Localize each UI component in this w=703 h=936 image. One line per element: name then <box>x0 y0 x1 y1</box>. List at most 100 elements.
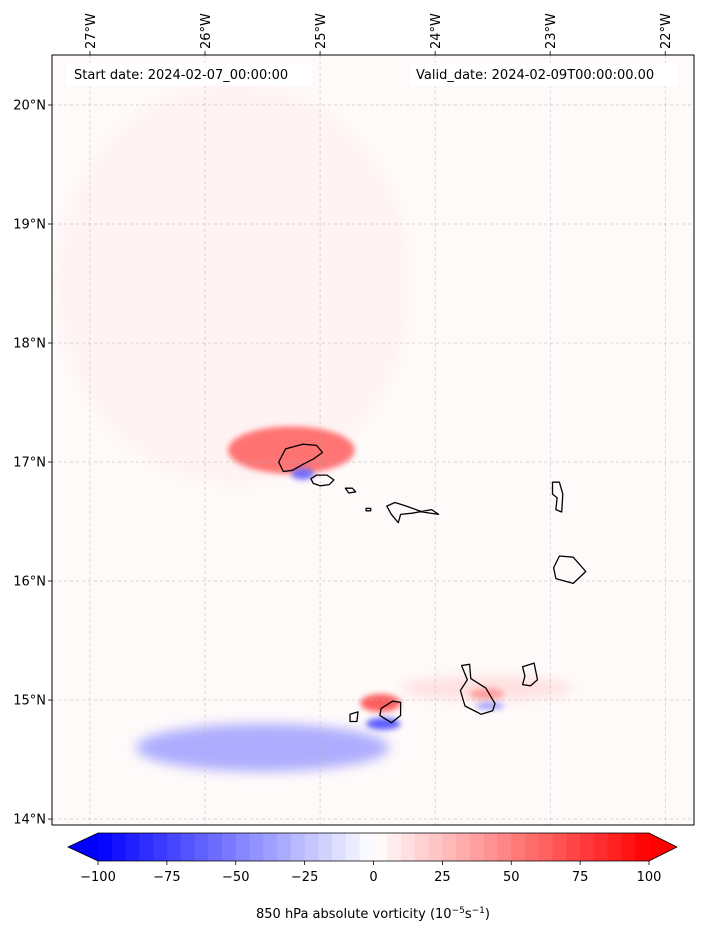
colorbar-tick-label: 0 <box>369 870 377 885</box>
colorbar-tick-label: −25 <box>291 870 318 885</box>
colorbar-segment <box>290 833 306 861</box>
lat-tick-label: 18°N <box>13 337 46 352</box>
header-box-left <box>66 63 312 86</box>
colorbar-tick-label: −100 <box>80 870 116 885</box>
longitude-axis: 27°W 26°W 25°W 24°W 23°W 22°W <box>84 13 674 55</box>
island-outline <box>349 711 359 723</box>
colorbar-segment <box>401 833 416 861</box>
colorbar-segment <box>607 833 622 861</box>
colorbar-segment <box>318 833 333 861</box>
colorbar-segment <box>538 833 553 861</box>
colorbar-segment <box>235 833 250 861</box>
colorbar-segment <box>125 833 140 861</box>
colorbar-segment <box>566 833 581 861</box>
lon-tick-label: 22°W <box>659 13 674 49</box>
lat-tick-label: 14°N <box>13 813 46 828</box>
lon-tick-label: 23°W <box>544 13 559 49</box>
island-outline <box>310 474 335 487</box>
colorbar-tick-label: 25 <box>434 870 451 885</box>
colorbar-segment <box>180 833 195 861</box>
lat-tick-label: 19°N <box>13 217 46 232</box>
start-date-text: Start date: 2024-02-07_00:00:00 <box>74 68 288 83</box>
island-outline <box>365 507 372 512</box>
vorticity-field <box>55 81 574 772</box>
field-feature-positive-streak <box>228 426 355 474</box>
island-outline <box>521 662 539 687</box>
colorbar-segment <box>373 833 388 861</box>
colorbar-segment <box>635 833 650 861</box>
island-outline <box>278 443 324 473</box>
lat-tick-label: 16°N <box>13 575 46 590</box>
coastlines <box>278 443 587 724</box>
field-feature-negative-core <box>291 467 315 480</box>
colorbar-tick-label: 75 <box>572 870 589 885</box>
colorbar-segment <box>525 833 540 861</box>
lon-tick-label: 25°W <box>314 13 329 49</box>
lon-tick-label: 24°W <box>429 13 444 49</box>
lat-tick-label: 20°N <box>13 98 46 113</box>
colorbar-segment <box>139 833 154 861</box>
island-outline <box>551 481 564 513</box>
field-feature-positive-core <box>360 694 401 712</box>
colorbar-segment <box>249 833 264 861</box>
field-feature-positive-core <box>469 688 505 701</box>
colorbar-segment <box>428 833 443 861</box>
colorbar-segment <box>345 833 361 861</box>
colorbar-segment <box>580 833 595 861</box>
island-outline <box>459 663 496 715</box>
field-feature-broad-positive-band <box>55 81 413 486</box>
colorbar: −100 −75 −50 −25 0 25 50 75 100 850 hPa absolute… <box>67 832 678 922</box>
field-feature-negative-core <box>366 717 401 730</box>
colorbar-label: 850 hPa absolute vorticity (10−5s−1) <box>256 906 490 922</box>
colorbar-segment <box>194 833 209 861</box>
colorbar-segment <box>263 833 278 861</box>
gridlines <box>52 55 694 825</box>
colorbar-segment <box>98 833 113 861</box>
lat-tick-label: 15°N <box>13 694 46 709</box>
island-outline <box>386 501 440 524</box>
island-outline <box>552 555 587 585</box>
latitude-axis: 14°N 15°N 16°N 17°N 18°N 19°N 20°N <box>13 98 52 828</box>
colorbar-segment <box>111 833 126 861</box>
colorbar-segment <box>414 833 429 861</box>
colorbar-segment <box>621 833 636 861</box>
colorbar-extend-right <box>649 833 677 861</box>
valid-date-text: Valid_date: 2024-02-09T00:00:00.00 <box>416 68 654 83</box>
colorbar-segment <box>277 833 292 861</box>
lon-tick-label: 27°W <box>84 13 99 49</box>
map-frame <box>51 54 695 826</box>
colorbar-segment <box>483 833 498 861</box>
header-annotations: Start date: 2024-02-07_00:00:00 Valid_da… <box>66 63 678 86</box>
colorbar-segment <box>166 833 182 861</box>
lon-tick-label: 26°W <box>199 13 214 49</box>
island-outline <box>344 487 357 494</box>
colorbar-segment <box>359 833 374 861</box>
colorbar-tick-label: −75 <box>153 870 180 885</box>
colorbar-tick-label: −50 <box>222 870 249 885</box>
colorbar-ticks: −100 −75 −50 −25 0 25 50 75 100 <box>80 861 661 885</box>
colorbar-segment <box>497 833 512 861</box>
colorbar-segments <box>98 833 650 861</box>
colorbar-segment <box>304 833 319 861</box>
colorbar-segment <box>552 833 567 861</box>
colorbar-segment <box>221 833 237 861</box>
colorbar-segment <box>153 833 168 861</box>
map-area <box>51 54 695 826</box>
colorbar-segment <box>208 833 223 861</box>
lat-tick-label: 17°N <box>13 456 46 471</box>
colorbar-segment <box>387 833 402 861</box>
colorbar-tick-label: 100 <box>637 870 662 885</box>
field-feature-negative-core <box>475 702 505 710</box>
island-outline <box>379 700 402 724</box>
header-box-right <box>410 63 678 86</box>
colorbar-tick-label: 50 <box>503 870 520 885</box>
colorbar-segment <box>469 833 485 861</box>
colorbar-segment <box>511 833 526 861</box>
colorbar-segment <box>332 833 347 861</box>
colorbar-segment <box>442 833 457 861</box>
colorbar-extend-left <box>68 833 98 861</box>
colorbar-segment <box>593 833 609 861</box>
colorbar-segment <box>456 833 471 861</box>
field-feature-negative-tail <box>135 723 390 772</box>
